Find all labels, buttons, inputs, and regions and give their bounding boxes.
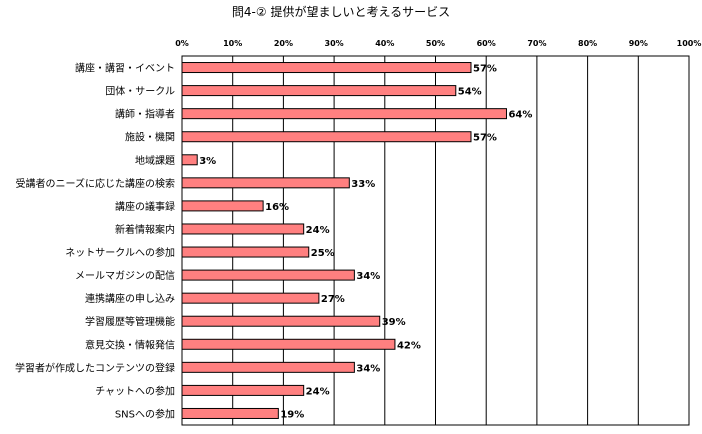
category-label: 新着情報案内 [115, 223, 175, 236]
bar [181, 361, 355, 373]
category-label: 受講者のニーズに応じた講座の検索 [16, 177, 176, 190]
bar [181, 177, 350, 189]
x-tick-label: 0% [175, 39, 189, 48]
category-label: 講師・指導者 [115, 108, 175, 121]
chart-title: 問4-② 提供が望ましいと考えるサービス [232, 4, 450, 19]
x-tick-label: 40% [375, 39, 394, 48]
x-tick-label: 30% [325, 39, 344, 48]
data-label: 34% [356, 271, 380, 282]
data-label: 54% [458, 87, 482, 98]
bar [181, 269, 355, 281]
x-tick-label: 90% [629, 39, 648, 48]
data-label: 16% [265, 202, 289, 213]
data-label: 42% [397, 340, 421, 351]
bars [181, 62, 507, 419]
data-label: 25% [311, 248, 335, 259]
category-label: ネットサークルへの参加 [65, 246, 175, 259]
bar [181, 131, 472, 143]
data-label: 57% [473, 133, 497, 144]
category-label: 意見交換・情報発信 [85, 338, 175, 351]
x-tick-label: 80% [578, 39, 597, 48]
data-label: 19% [280, 409, 304, 420]
category-label: 講座・講習・イベント [75, 62, 175, 75]
bar [181, 384, 305, 396]
category-label: 学習履歴等管理機能 [85, 315, 175, 328]
bar [181, 315, 381, 327]
bar [181, 154, 198, 166]
bar [181, 62, 472, 74]
x-tick-label: 60% [477, 39, 496, 48]
category-label: 地域課題 [135, 154, 175, 167]
category-label: 施設・機関 [125, 131, 175, 144]
data-labels: 57% 54% 64% 57% 3% 33% 16% 24% 25% 34% 27% 39% 42% 34… [199, 64, 532, 421]
bar [181, 246, 310, 258]
x-tick-label: 10% [223, 39, 242, 48]
bar [181, 292, 320, 304]
bar [181, 223, 305, 235]
bar [181, 338, 396, 350]
category-label: 団体・サークル [105, 86, 175, 98]
category-labels: 講座・講習・イベント団体・サークル講師・指導者施設・機関地域課題受講者のニーズに… [15, 62, 175, 421]
data-label: 64% [508, 110, 532, 121]
category-label: メールマガジンの配信 [75, 270, 175, 282]
x-tick-label: 70% [527, 39, 546, 48]
category-label: SNSへの参加 [115, 407, 175, 420]
data-label: 24% [306, 225, 330, 236]
category-label: 講座の議事録 [115, 200, 175, 213]
data-label: 33% [351, 179, 375, 190]
x-tick-label: 100% [677, 39, 702, 48]
plot-area-frame [181, 55, 690, 426]
category-label: 学習者が作成したコンテンツの登録 [15, 361, 175, 374]
x-tick-label: 20% [274, 39, 293, 48]
x-axis-ticks: 0% 10% 20% 30% 40% 50% 60% 70% 80% 90% 100% [175, 39, 701, 48]
data-label: 24% [306, 386, 330, 397]
bar [181, 407, 279, 419]
category-label: 連携講座の申し込み [85, 292, 175, 305]
data-label: 34% [356, 363, 380, 374]
bar [181, 85, 457, 97]
bar [181, 200, 264, 212]
data-label: 57% [473, 64, 497, 75]
data-label: 27% [321, 294, 345, 305]
x-tick-label: 50% [426, 39, 445, 48]
data-label: 39% [382, 317, 406, 328]
data-label: 3% [199, 156, 216, 167]
category-label: チャットへの参加 [95, 384, 175, 397]
bar [181, 108, 507, 120]
